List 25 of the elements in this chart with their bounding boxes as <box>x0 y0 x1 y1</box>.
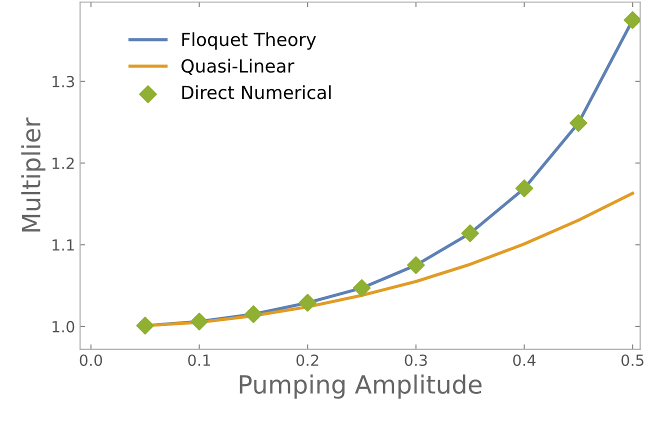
legend-label: Direct Numerical <box>182 85 331 100</box>
y-tick-label: 1.2 <box>52 158 74 169</box>
point <box>298 294 317 312</box>
point <box>190 312 208 330</box>
y-axis-title: Multiplier <box>21 117 46 232</box>
point <box>461 224 480 242</box>
x-tick-label: 0.3 <box>404 354 427 366</box>
x-tick-label: 0.0 <box>80 354 102 366</box>
x-tick-label: 0.2 <box>296 354 318 366</box>
x-tick-label: 0.5 <box>621 354 644 366</box>
legend-label: Quasi-Linear <box>182 58 294 75</box>
point <box>352 279 371 297</box>
y-tick-label: 1.3 <box>52 76 74 88</box>
point <box>570 114 588 132</box>
point <box>244 305 262 324</box>
point <box>407 256 425 274</box>
legend-label: Floquet Theory <box>182 32 316 50</box>
x-axis-title: Pumping Amplitude <box>240 374 482 399</box>
x-tick-label: 0.1 <box>188 354 210 366</box>
point <box>136 316 154 335</box>
point <box>515 179 534 198</box>
point <box>624 11 640 30</box>
y-tick-label: 1.1 <box>52 239 74 251</box>
x-tick-label: 0.4 <box>513 354 536 366</box>
y-tick-label: 1.0 <box>52 320 74 332</box>
